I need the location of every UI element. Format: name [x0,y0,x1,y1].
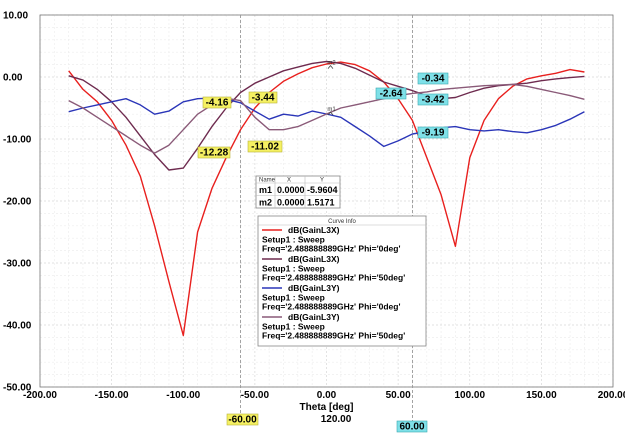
legend-setup: Setup1 : Sweep [262,322,325,332]
legend-series-name: dB(GainL3Y) [288,283,340,293]
x-tick-label: 150.00 [526,390,557,401]
legend-params: Freq='2.488888889GHz' Phi='0deg' [262,244,401,254]
legend-series-name: dB(GainL3X) [288,225,340,235]
cursor-delta-label: 120.00 [321,414,352,425]
point-marker [327,111,334,116]
cursor-value-box [417,126,449,139]
legend: Curve Info dB(GainL3X)Setup1 : SweepFreq… [257,215,427,347]
cursor-value-label: -11.02 [251,142,279,153]
marker-table-row-x: 0.0000 [277,185,305,195]
legend-setup: Setup1 : Sweep [262,293,325,303]
marker-table-row-x: 0.0000 [277,198,305,208]
cursor-callouts: -4.16 -3.44 -12.28 -11.02 -0.34 -2.64 -3.42 -9.… [197,72,449,159]
marker-table-row-y: 1.5171 [307,198,335,208]
cursor-value-box [197,146,231,159]
point-marker-label: m2 [327,61,336,67]
y-tick-label: -20.00 [3,197,32,208]
cursor-value-label: -4.16 [206,98,229,109]
marker-table-frame [255,175,341,209]
point-marker-label: m1 [327,107,336,113]
cursor-value-box [202,96,232,109]
cursor-value-label: -3.42 [422,95,445,106]
x-tick-label: -100.00 [166,390,200,401]
x-tick-label: 0.00 [317,390,337,401]
x-tick-label: -200.00 [23,390,57,401]
series-line [68,61,585,337]
cursor-bottom-labels: -60.00 120.00 60.00 [226,413,428,433]
legend-series-name: dB(GainL3Y) [288,312,340,322]
y-tick-label: -40.00 [3,321,32,332]
point-markers: m1 m2 [327,61,336,116]
x-tick-label: 100.00 [454,390,485,401]
legend-series-name: dB(GainL3X) [288,254,340,264]
legend-frame [257,215,427,347]
cursor-value-label: -0.34 [422,74,445,85]
legend-params: Freq='2.488888889GHz' Phi='0deg' [262,302,401,312]
y-tick-label: 0.00 [3,73,23,84]
x-tick-label: 50.00 [386,390,411,401]
y-tick-label: -50.00 [3,383,32,394]
marker-table-header-name: Name [259,178,276,184]
cursor-value-box [417,72,449,85]
x-tick-label: -50.00 [241,390,270,401]
marker-table-row-y: -5.9604 [307,185,338,195]
x-tick-label: 200.00 [598,390,625,401]
x-axis-title: Theta [deg] [300,402,354,413]
marker-table-row-name: m2 [259,198,272,208]
legend-params: Freq='2.488888889GHz' Phi='50deg' [262,273,405,283]
marker-table-header-x: X [287,178,291,184]
y-tick-label: -10.00 [3,135,32,146]
cursor-value-box [248,91,278,104]
legend-setup: Setup1 : Sweep [262,264,325,274]
axes: -200.00 -150.00 -100.00 -50.00 0.00 50.00 100.… [3,11,625,414]
legend-setup: Setup1 : Sweep [262,235,325,245]
marker-table: Name X Y m1 0.0000 -5.9604 m2 0.0000 1.5… [255,175,341,209]
cursor-value-label: -12.28 [200,148,229,159]
marker-table-header-y: Y [320,178,324,184]
cursor-value-label: -9.19 [422,128,445,139]
plot-area-frame [39,14,614,388]
cursor-left-label: -60.00 [228,415,257,426]
point-marker [327,64,334,69]
cursor-value-label: -3.44 [252,93,275,104]
cursor-right-label-box [396,420,428,433]
series-lines [68,60,585,337]
series-line [68,83,585,154]
cursor-value-box [247,140,283,153]
cursor-value-box [417,93,449,106]
x-tick-label: -150.00 [95,390,129,401]
cursor-value-label: -2.64 [380,89,403,100]
legend-title: Curve Info [328,219,356,225]
cursor-value-box [375,87,407,100]
cursor-right-label: 60.00 [399,422,424,433]
y-tick-label: -30.00 [3,259,32,270]
marker-table-row-name: m1 [259,185,272,195]
legend-params: Freq='2.488888889GHz' Phi='50deg' [262,331,405,341]
cursor-left-label-box [226,413,259,426]
y-tick-label: 10.00 [3,11,28,22]
